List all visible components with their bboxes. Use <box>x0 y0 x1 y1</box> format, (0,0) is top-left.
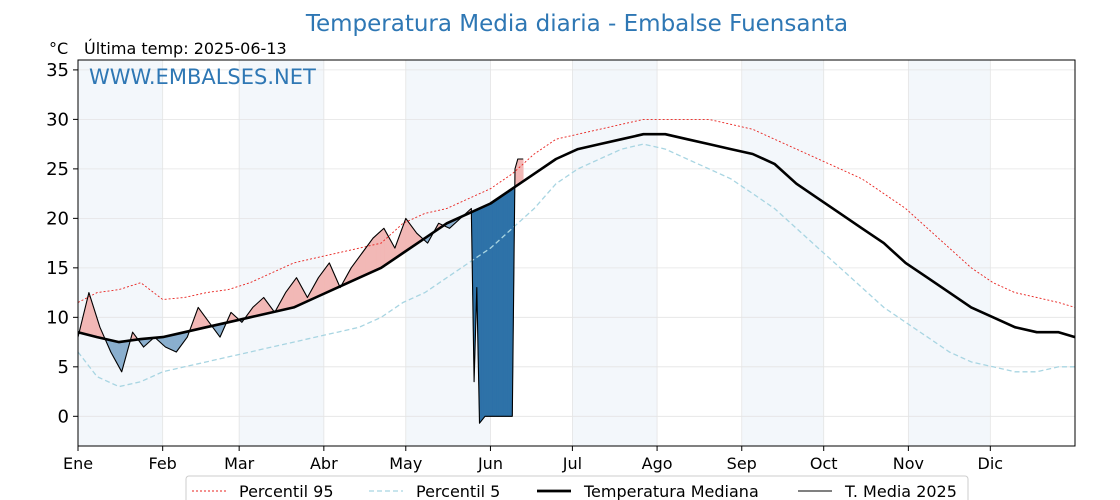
x-tick-label: Feb <box>149 454 177 473</box>
series-mediana-line <box>77 132 1076 344</box>
month-band <box>78 60 163 446</box>
x-tick-label: Jul <box>562 454 582 473</box>
last-temp-label: Última temp: 2025-06-13 <box>84 39 287 58</box>
y-unit-label: °C <box>49 39 68 58</box>
y-tick-label: 0 <box>58 406 69 427</box>
series-percentil-95-line <box>77 118 1076 308</box>
month-band <box>572 60 658 446</box>
x-tick-label: Mar <box>224 454 255 473</box>
y-tick-label: 10 <box>46 307 69 328</box>
plot-frame <box>77 59 1076 447</box>
y-tick-label: 35 <box>46 60 69 81</box>
x-tick-label: Nov <box>893 454 924 473</box>
y-tick-label: 20 <box>46 208 69 229</box>
legend: Percentil 95 Percentil 5 Temperatura Med… <box>185 475 969 500</box>
legend-label-p95: Percentil 95 <box>239 482 334 500</box>
x-tick-label: May <box>389 454 422 473</box>
legend-label-median: Temperatura Mediana <box>583 482 759 500</box>
x-tick-label: Sep <box>727 454 757 473</box>
series-2025-line <box>77 158 524 424</box>
legend-label-2025: T. Media 2025 <box>844 482 957 500</box>
x-tick-label: Dic <box>978 454 1004 473</box>
series-lines <box>77 118 1076 424</box>
x-tick-label: Abr <box>310 454 338 473</box>
y-tick-label: 30 <box>46 109 69 130</box>
x-tick-label: Ago <box>642 454 673 473</box>
legend-label-p5: Percentil 5 <box>416 482 500 500</box>
chart-title: Temperatura Media diaria - Embalse Fuens… <box>305 11 848 37</box>
x-tick-label: Jun <box>477 454 503 473</box>
y-tick-label: 5 <box>58 357 69 378</box>
watermark: WWW.EMBALSES.NET <box>89 65 316 89</box>
month-band <box>908 60 991 446</box>
month-band <box>239 60 324 446</box>
y-axis-ticks: 0 5 10 15 20 25 30 35 <box>46 60 78 427</box>
x-tick-label: Ene <box>63 454 93 473</box>
y-tick-label: 25 <box>46 159 69 180</box>
month-band <box>741 60 824 446</box>
month-bands <box>78 60 991 446</box>
x-axis-ticks: Ene Feb Mar Abr May Jun Jul Ago Sep Oct Nov Dic <box>63 446 1003 473</box>
x-tick-label: Oct <box>810 454 838 473</box>
deviation-fill <box>521 158 524 183</box>
legend-box <box>185 475 969 500</box>
y-tick-label: 15 <box>46 258 69 279</box>
